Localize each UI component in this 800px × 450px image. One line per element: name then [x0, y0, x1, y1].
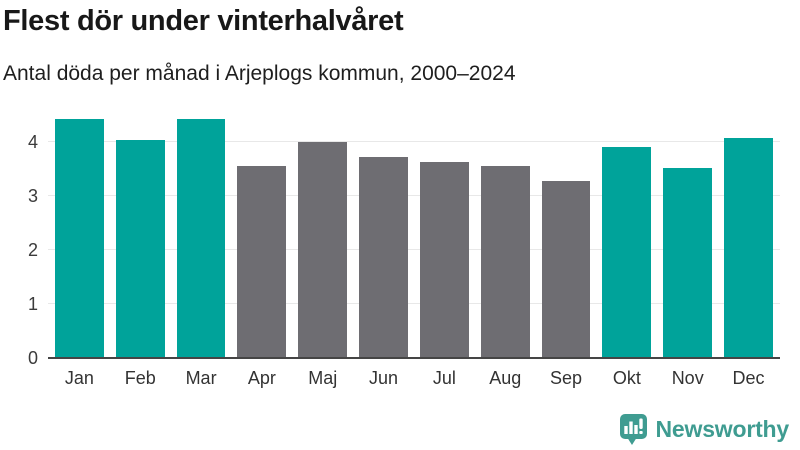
- y-tick-label-0: 0: [27, 348, 38, 368]
- y-tick-label-1: 1: [27, 294, 38, 315]
- bar-jul: [419, 161, 469, 358]
- x-tick-label-nov: Nov: [671, 368, 704, 388]
- bar-jan: [55, 118, 104, 358]
- x-tick-label-maj: Maj: [308, 368, 338, 388]
- gridline-y-2: [48, 249, 780, 251]
- gridline-y-3: [48, 195, 780, 197]
- brand-name: Newsworthy: [655, 416, 790, 442]
- x-tick-label-apr: Apr: [247, 368, 276, 388]
- plot-area: [48, 110, 780, 359]
- gridline-y-1: [48, 303, 780, 305]
- y-tick-label-2: 2: [27, 240, 38, 261]
- chart-title: Flest dör under vinterhalvåret: [3, 5, 404, 37]
- x-tick-label-dec: Dec: [732, 368, 765, 388]
- x-tick-label-jul: Jul: [432, 368, 456, 388]
- gridline-y-4: [48, 141, 780, 143]
- y-tick-label-4: 4: [27, 132, 38, 153]
- y-tick-label-3: 3: [27, 186, 38, 207]
- bar-aug: [480, 166, 530, 358]
- bar-dec: [724, 138, 773, 358]
- bar-maj: [298, 142, 348, 358]
- chart-subtitle: Antal döda per månad i Arjeplogs kommun,…: [3, 62, 516, 85]
- x-tick-label-jan: Jan: [64, 368, 94, 388]
- bar-nov: [663, 168, 713, 358]
- x-tick-label-okt: Okt: [612, 368, 641, 388]
- bar-okt: [602, 146, 652, 358]
- bar-apr: [237, 166, 287, 358]
- x-axis-line: [48, 357, 780, 359]
- x-tick-label-feb: Feb: [124, 368, 156, 388]
- x-tick-label-jun: Jun: [369, 368, 399, 388]
- newsworthy-chart-bubble-icon: [619, 414, 647, 445]
- newsworthy-logo: Newsworthy: [618, 413, 789, 446]
- x-tick-label-mar: Mar: [185, 368, 217, 388]
- bar-feb: [115, 140, 165, 358]
- bars-container: [48, 110, 780, 358]
- y-axis-labels: 0 1 2 3 4: [0, 110, 38, 367]
- bar-sep: [541, 181, 591, 358]
- bar-jun: [359, 157, 408, 358]
- x-axis-labels: Jan Feb Mar Apr Maj Jun Jul Aug Sep Okt Nov Dec: [48, 368, 780, 389]
- x-tick-label-aug: Aug: [489, 368, 522, 388]
- bar-mar: [176, 118, 226, 358]
- x-tick-label-sep: Sep: [550, 368, 583, 388]
